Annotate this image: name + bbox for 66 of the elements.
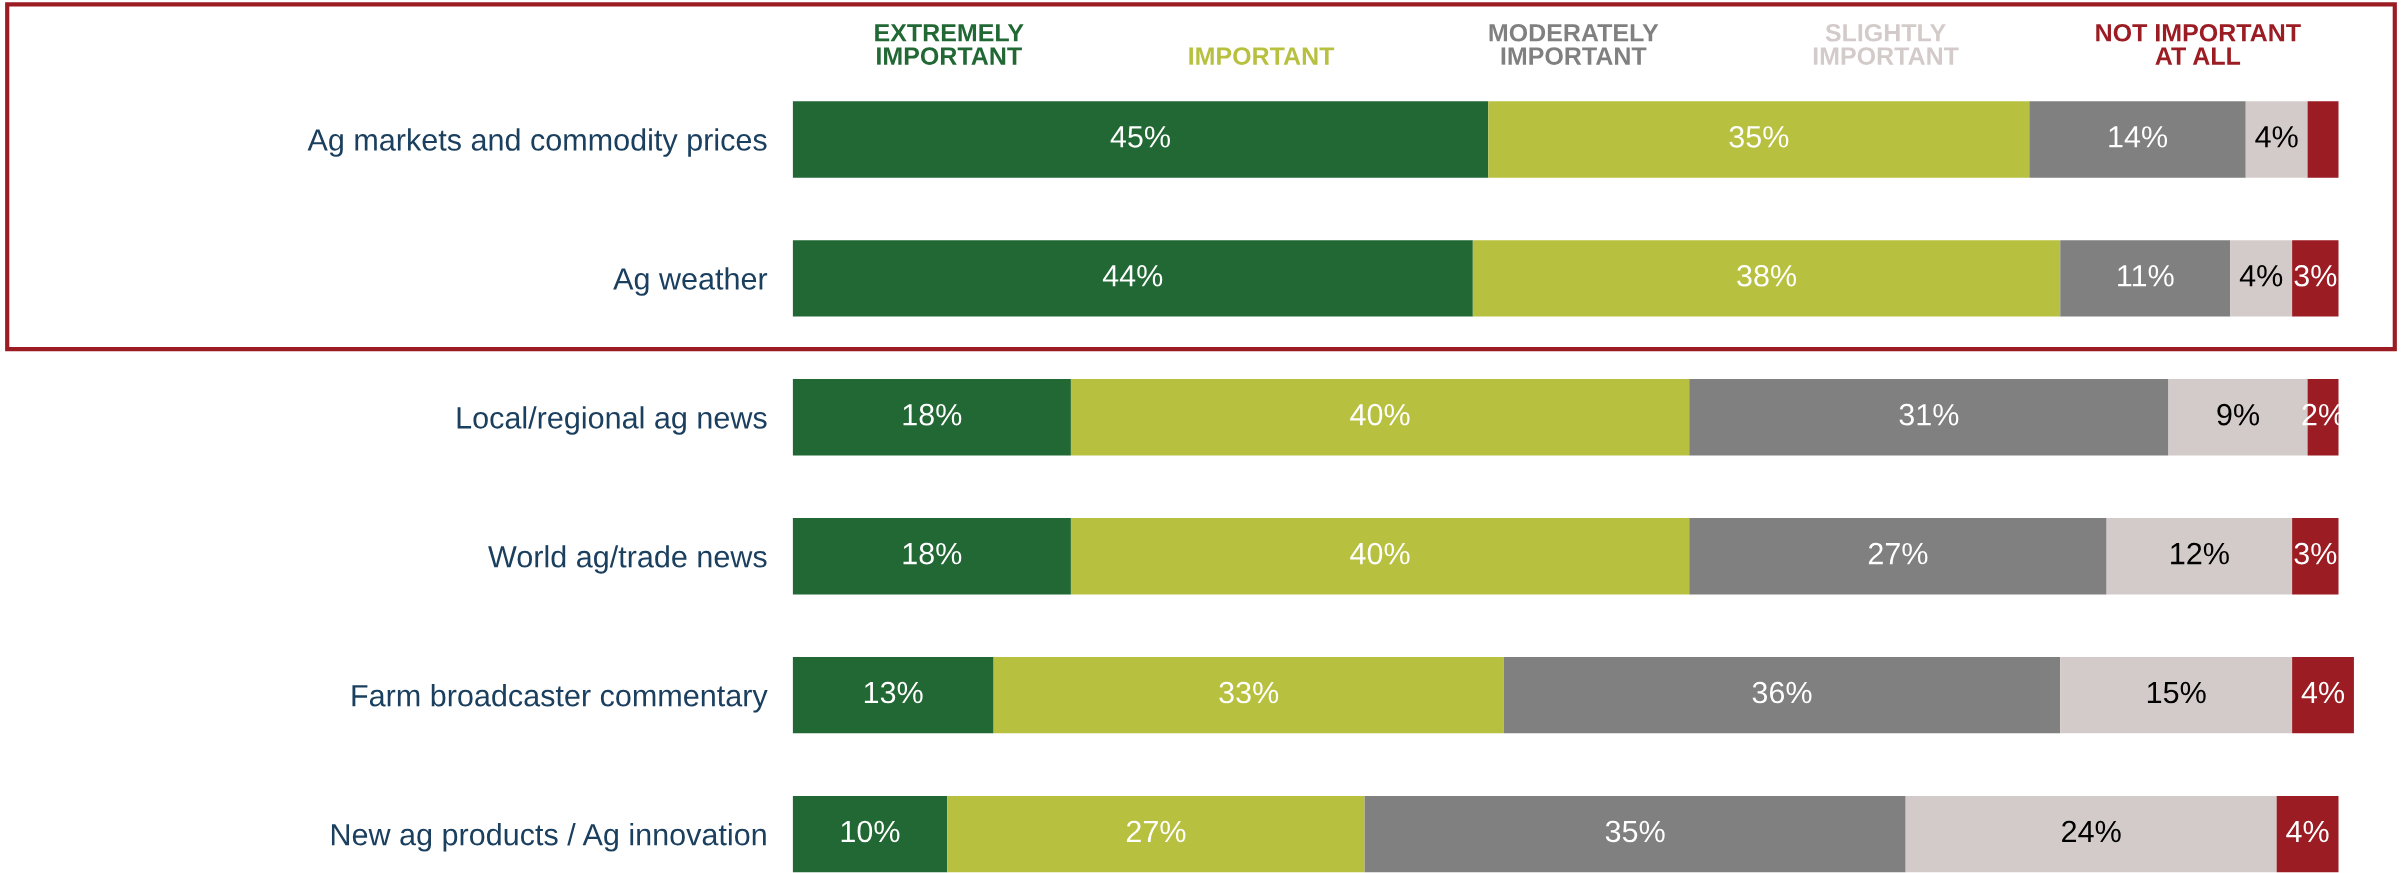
y-tick-label: Ag markets and commodity prices (307, 128, 767, 157)
bar (792, 795, 948, 873)
bar (1689, 518, 2107, 595)
data-label: 27% (1126, 820, 1186, 843)
data-label: 45% (1110, 126, 1170, 148)
bar (2106, 518, 2293, 595)
data-label: 24% (2062, 820, 2121, 843)
data-label: 4% (2301, 681, 2345, 704)
bar (1070, 379, 1690, 456)
bar (947, 795, 1365, 873)
series-label: EXTREMELY IMPORTANT (875, 24, 1024, 65)
data-label: 44% (1102, 265, 1163, 287)
data-label: 4% (2255, 126, 2298, 148)
data-label: 3% (2294, 264, 2337, 287)
data-label: 13% (864, 681, 923, 704)
data-label: 36% (1752, 681, 1812, 704)
data-label: 3% (2294, 542, 2337, 565)
data-label: 27% (1868, 542, 1928, 565)
bar (792, 656, 994, 734)
data-label: 4% (2286, 820, 2329, 843)
data-label: 40% (1350, 542, 1410, 565)
text: MODERATELY IMPORTANT (1489, 23, 1659, 65)
text: IMPORTANT (1189, 47, 1335, 65)
series-label: NOT IMPORTANT AT ALL (2096, 23, 2301, 65)
y-tick-label: New ag products / Ag innovation (331, 823, 766, 852)
bar (2292, 518, 2339, 595)
data-label: 33% (1219, 681, 1279, 704)
bar (2060, 240, 2231, 317)
data-label: 15% (2147, 681, 2206, 704)
bar (1364, 795, 1906, 873)
data-label: 35% (1605, 820, 1665, 843)
bar (1905, 795, 2277, 873)
bar (2276, 795, 2339, 873)
bar (2292, 656, 2354, 734)
data-label: 9% (2217, 403, 2260, 426)
bar (993, 656, 1504, 734)
data-label: 18% (903, 403, 962, 426)
data-label: 18% (903, 542, 962, 565)
bar (2029, 101, 2246, 178)
y-tick-label: World ag/trade news (488, 545, 767, 574)
data-label: 38% (1737, 264, 1797, 287)
bar (2292, 240, 2339, 317)
bar (1689, 379, 2169, 456)
bar (792, 101, 1489, 178)
bar (2060, 656, 2293, 734)
bar (2307, 101, 2339, 178)
bar (792, 240, 1473, 317)
bar (1472, 240, 2061, 317)
bar (792, 518, 1071, 595)
y-tick-label: Ag weather (613, 267, 768, 296)
bar (1488, 101, 2030, 178)
data-label: 35% (1729, 126, 1789, 148)
bar (1070, 518, 1690, 595)
bar (1503, 656, 2061, 734)
bar (2245, 101, 2308, 178)
y-tick-label: Farm broadcaster commentary (352, 684, 768, 713)
data-label: 31% (1899, 403, 1959, 426)
bar (2230, 240, 2293, 317)
data-label: 10% (841, 820, 900, 843)
data-label: 11% (2118, 265, 2174, 287)
bar (792, 379, 1071, 456)
data-label: 40% (1350, 403, 1410, 426)
data-label: 12% (2171, 542, 2229, 565)
data-label: 4% (2239, 265, 2283, 287)
y-tick-label: Local/regional ag news (457, 406, 767, 435)
data-label: 14% (2109, 126, 2168, 148)
